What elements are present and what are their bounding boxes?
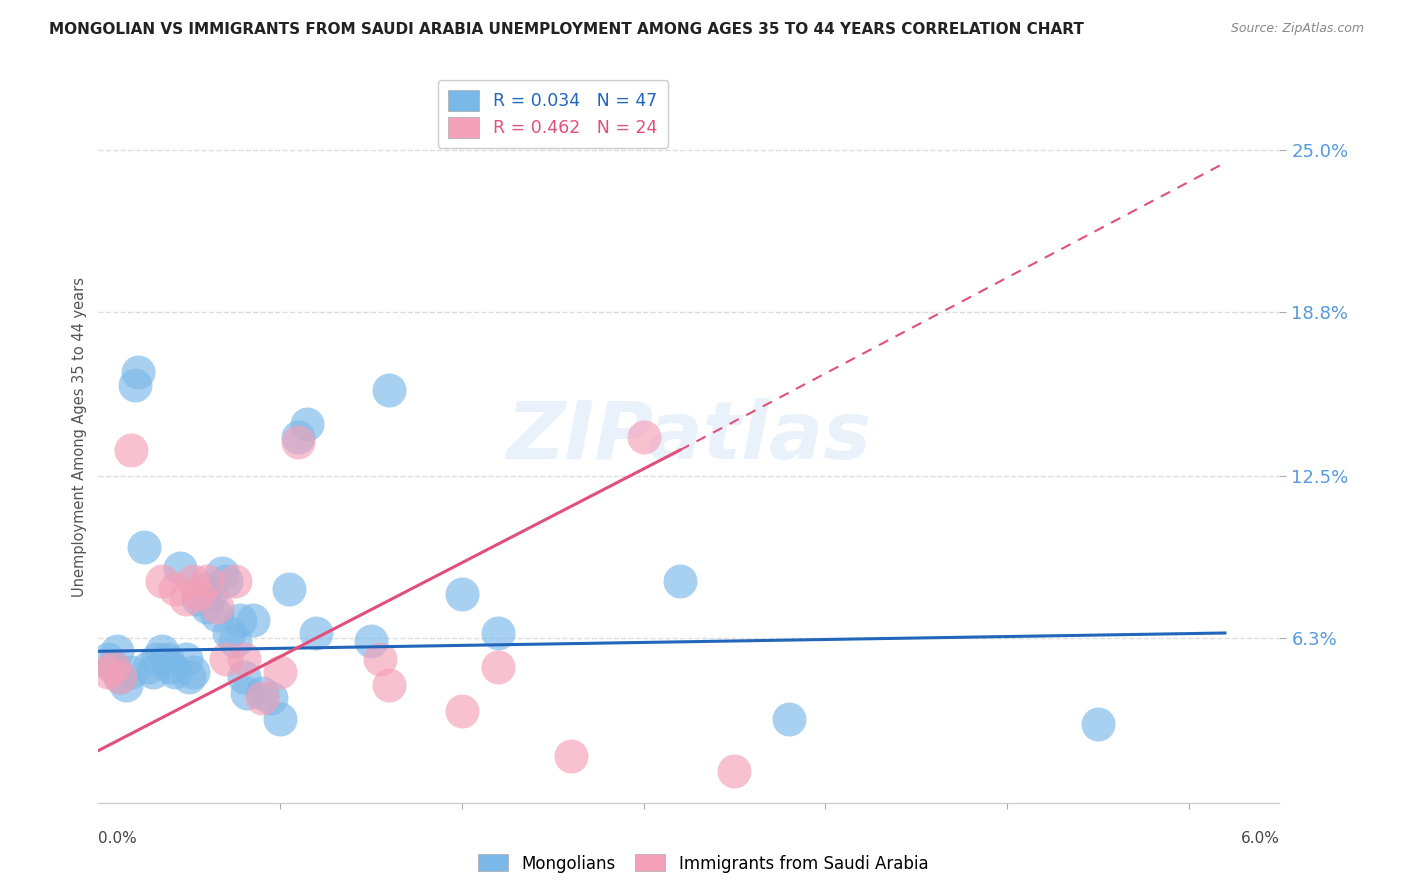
Point xyxy=(214,652,236,666)
Text: Source: ZipAtlas.com: Source: ZipAtlas.com xyxy=(1230,22,1364,36)
Point xyxy=(205,599,228,614)
Point xyxy=(211,566,233,580)
Point xyxy=(1087,717,1109,731)
Point xyxy=(138,660,160,674)
Point xyxy=(160,660,183,674)
Text: 0.0%: 0.0% xyxy=(98,831,138,846)
Legend: R = 0.034   N = 47, R = 0.462   N = 24: R = 0.034 N = 47, R = 0.462 N = 24 xyxy=(437,80,668,148)
Point xyxy=(174,652,197,666)
Point xyxy=(156,652,179,666)
Text: 6.0%: 6.0% xyxy=(1240,831,1279,846)
Point xyxy=(287,430,309,444)
Y-axis label: Unemployment Among Ages 35 to 44 years: Unemployment Among Ages 35 to 44 years xyxy=(72,277,87,597)
Point xyxy=(96,665,118,680)
Point xyxy=(200,587,222,601)
Point xyxy=(105,644,128,658)
Point xyxy=(174,592,197,607)
Point xyxy=(150,574,173,588)
Point xyxy=(486,660,509,674)
Legend: Mongolians, Immigrants from Saudi Arabia: Mongolians, Immigrants from Saudi Arabia xyxy=(471,847,935,880)
Point xyxy=(197,599,219,614)
Text: MONGOLIAN VS IMMIGRANTS FROM SAUDI ARABIA UNEMPLOYMENT AMONG AGES 35 TO 44 YEARS: MONGOLIAN VS IMMIGRANTS FROM SAUDI ARABI… xyxy=(49,22,1084,37)
Point xyxy=(218,626,240,640)
Point xyxy=(778,712,800,726)
Point xyxy=(269,665,291,680)
Point xyxy=(360,633,382,648)
Point xyxy=(163,665,186,680)
Point xyxy=(110,670,132,684)
Point xyxy=(378,383,401,397)
Point xyxy=(232,670,254,684)
Point xyxy=(368,652,391,666)
Point xyxy=(260,691,283,706)
Point xyxy=(229,613,252,627)
Point xyxy=(450,587,472,601)
Point xyxy=(297,417,319,431)
Point xyxy=(224,633,246,648)
Point xyxy=(110,670,132,684)
Point xyxy=(633,430,655,444)
Point xyxy=(132,540,155,554)
Point xyxy=(378,678,401,692)
Point xyxy=(193,582,215,596)
Point xyxy=(187,587,209,601)
Point xyxy=(197,574,219,588)
Point xyxy=(101,660,124,674)
Point xyxy=(242,613,264,627)
Point xyxy=(305,626,328,640)
Point xyxy=(124,377,146,392)
Point xyxy=(278,582,301,596)
Point xyxy=(250,686,273,700)
Point xyxy=(214,574,236,588)
Point xyxy=(120,665,142,680)
Point xyxy=(723,764,745,779)
Point xyxy=(181,574,204,588)
Point xyxy=(169,560,191,574)
Point xyxy=(232,652,254,666)
Point xyxy=(96,652,118,666)
Point xyxy=(120,443,142,458)
Point xyxy=(127,365,149,379)
Point xyxy=(236,686,259,700)
Point xyxy=(163,582,186,596)
Point xyxy=(114,678,136,692)
Point xyxy=(224,574,246,588)
Point xyxy=(142,665,165,680)
Point xyxy=(250,691,273,706)
Point xyxy=(101,660,124,674)
Point xyxy=(560,748,582,763)
Point xyxy=(179,670,201,684)
Point xyxy=(287,435,309,450)
Point xyxy=(181,665,204,680)
Point xyxy=(205,607,228,622)
Point xyxy=(187,592,209,607)
Text: ZIPatlas: ZIPatlas xyxy=(506,398,872,476)
Point xyxy=(145,652,167,666)
Point xyxy=(450,705,472,719)
Point xyxy=(269,712,291,726)
Point xyxy=(486,626,509,640)
Point xyxy=(150,644,173,658)
Point xyxy=(669,574,692,588)
